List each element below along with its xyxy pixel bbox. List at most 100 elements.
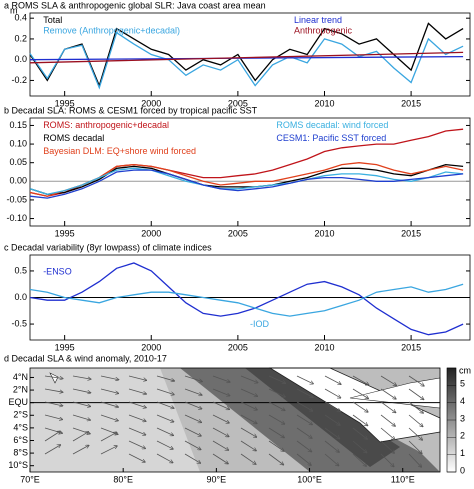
wind-arrow xyxy=(408,375,424,386)
plot-frame xyxy=(29,117,471,227)
wind-arrow xyxy=(72,388,91,393)
wind-arrow xyxy=(156,453,173,463)
wind-arrow xyxy=(380,440,394,453)
y-tick-label: 4°S xyxy=(13,422,28,432)
wind-arrow xyxy=(268,440,284,451)
wind-arrow xyxy=(352,375,369,385)
y-tick-label: 0.5 xyxy=(14,265,27,275)
wind-arrow xyxy=(240,427,257,437)
legend-entry: Total xyxy=(43,15,62,25)
x-tick-label: 2005 xyxy=(228,98,248,108)
y-tick-label: -0.05 xyxy=(6,194,27,204)
series-line xyxy=(29,163,464,195)
y-tick-label: 0.05 xyxy=(9,157,27,167)
x-tick-label: 2005 xyxy=(228,342,248,352)
series-line xyxy=(29,167,464,195)
wind-arrow xyxy=(212,427,229,437)
x-tick-label: 110°E xyxy=(391,474,415,484)
wind-arrow xyxy=(212,388,230,396)
wind-arrow xyxy=(380,388,396,399)
wind-arrow xyxy=(352,453,366,466)
y-tick-label: 0.00 xyxy=(9,176,27,186)
series-line xyxy=(29,31,464,90)
map-frame xyxy=(29,367,441,473)
y-tick-label: 0.0 xyxy=(14,54,27,64)
wind-arrow xyxy=(184,440,201,450)
wind-arrow xyxy=(44,401,63,406)
y-tick-label: 8°S xyxy=(13,447,28,457)
wind-arrow xyxy=(128,401,146,408)
y-tick-label: 0.4 xyxy=(14,13,27,23)
y-tick-label: EQU xyxy=(8,397,28,407)
y-tick-label: -0.10 xyxy=(6,213,27,223)
wind-arrow xyxy=(324,388,341,398)
colorbar-label: cm xyxy=(459,365,471,375)
y-tick-label: 0.15 xyxy=(9,120,27,130)
sla-darker xyxy=(245,368,400,467)
legend-entry: -ENSO xyxy=(43,266,72,276)
wind-arrow xyxy=(156,427,173,435)
y-tick-label: 2°S xyxy=(13,410,28,420)
wind-arrow xyxy=(156,375,174,381)
wind-arrow xyxy=(212,414,229,423)
wind-arrow xyxy=(324,453,339,466)
x-tick-label: 2015 xyxy=(401,98,421,108)
y-tick-label: 4°N xyxy=(13,372,28,382)
wind-arrow xyxy=(380,401,396,413)
x-tick-label: 2005 xyxy=(228,228,248,238)
wind-arrow xyxy=(408,388,424,399)
legend-entry: CESM1: Pacific SST forced xyxy=(276,133,386,143)
y-tick-label: 0.10 xyxy=(9,138,27,148)
wind-arrow xyxy=(240,401,257,410)
wind-arrow xyxy=(408,401,423,413)
y-tick-label: 10°S xyxy=(8,460,28,470)
y-unit: m xyxy=(10,5,18,15)
y-tick-label: -0.2 xyxy=(11,75,27,85)
wind-arrow xyxy=(268,388,285,397)
wind-arrow xyxy=(268,414,285,424)
wind-arrow xyxy=(184,453,200,463)
y-tick-label: 0.0 xyxy=(14,292,27,302)
wind-arrow xyxy=(156,388,174,395)
series-line xyxy=(29,283,464,317)
wind-arrow xyxy=(324,427,340,439)
x-tick-label: 1995 xyxy=(55,228,75,238)
x-tick-label: 1995 xyxy=(55,342,75,352)
wind-arrow xyxy=(324,401,340,412)
legend-entry: Remove (Anthropogenic+decadal) xyxy=(43,26,180,36)
legend-entry: Anthropogenic xyxy=(294,26,353,36)
wind-arrow xyxy=(380,375,396,385)
wind-arrow xyxy=(128,440,145,449)
y-tick-label: 0.2 xyxy=(14,33,27,43)
x-tick-label: 2015 xyxy=(401,342,421,352)
x-tick-label: 2000 xyxy=(141,98,161,108)
wind-arrow xyxy=(128,388,146,394)
colorbar-tick-label: 2 xyxy=(460,431,465,441)
wind-arrow xyxy=(268,401,285,410)
wind-arrow xyxy=(324,375,341,384)
wind-arrow xyxy=(380,414,395,426)
wind-arrow xyxy=(408,440,422,454)
series-line xyxy=(29,262,464,336)
wind-arrow xyxy=(184,427,201,436)
series-line xyxy=(29,51,464,64)
wind-arrow xyxy=(352,440,367,453)
wind-arrow xyxy=(296,388,313,397)
wind-arrow xyxy=(212,401,229,409)
wind-arrow xyxy=(212,453,228,464)
colorbar-tick-label: 3 xyxy=(460,413,465,423)
wind-arrow xyxy=(128,427,146,435)
colorbar-tick-label: 1 xyxy=(460,448,465,458)
wind-arrow xyxy=(296,427,312,438)
wind-arrow xyxy=(408,427,422,440)
wind-arrow xyxy=(72,432,88,442)
wind-arrow xyxy=(408,414,423,427)
wind-arrow xyxy=(240,414,257,424)
wind-arrow xyxy=(296,440,311,452)
x-tick-label: 2010 xyxy=(314,342,334,352)
wind-arrow xyxy=(380,453,394,467)
wind-arrow xyxy=(296,375,313,384)
wind-arrow xyxy=(72,414,90,420)
legend-entry: Linear trend xyxy=(294,15,342,25)
wind-arrow xyxy=(184,401,202,409)
